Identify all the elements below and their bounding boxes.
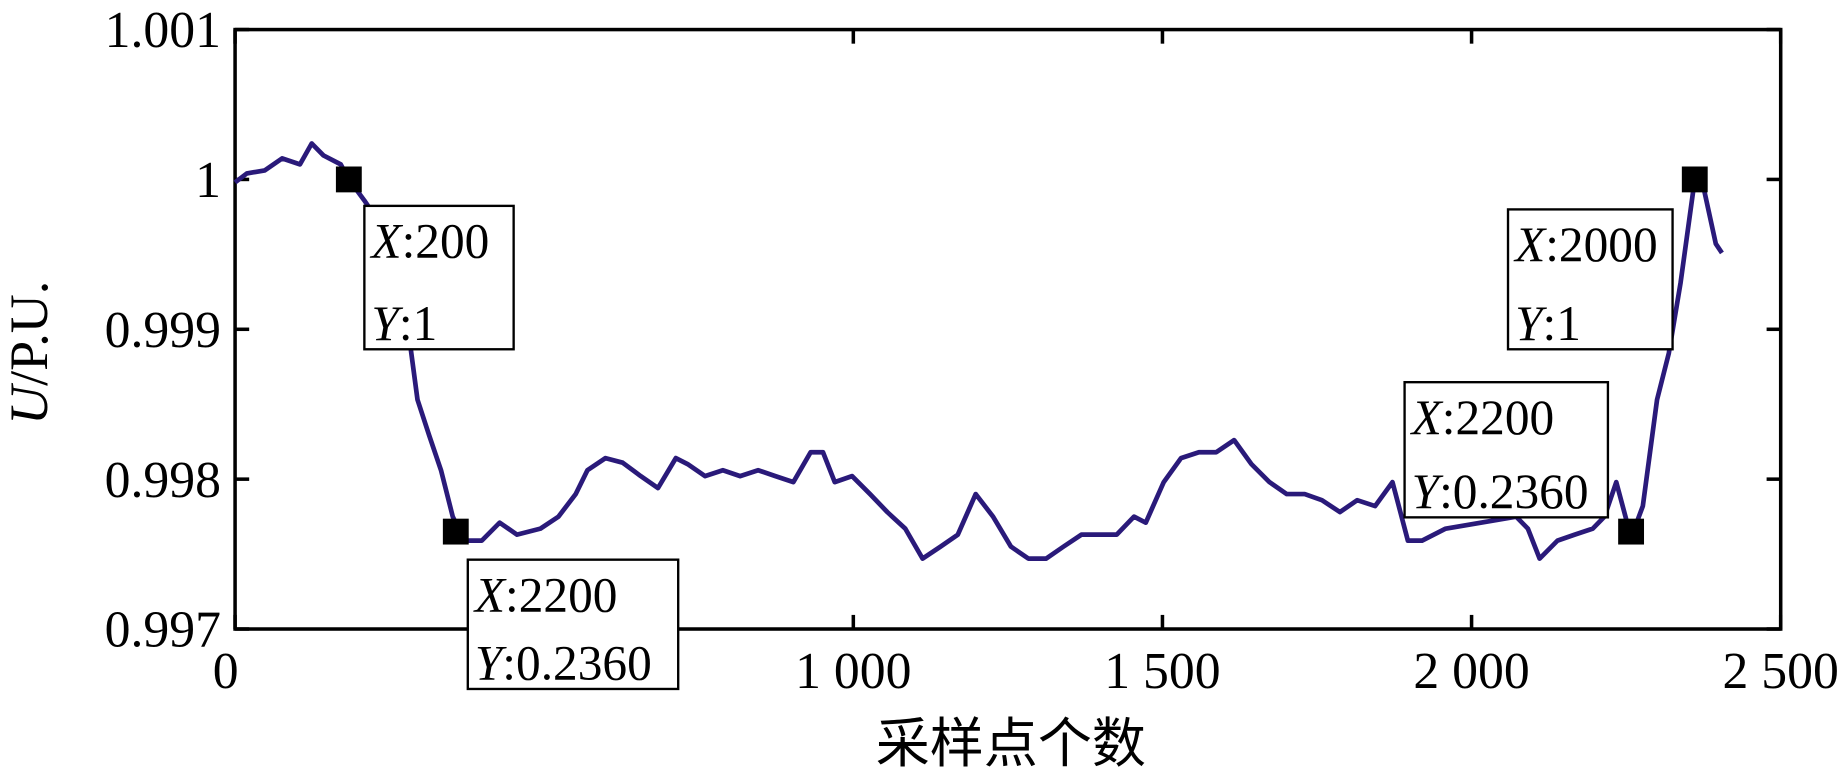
datatip-marker	[335, 166, 362, 193]
datatip-text-part: Y	[1412, 464, 1444, 519]
datatip-text-part: X	[1410, 390, 1444, 445]
y-axis-label-part: U	[0, 383, 59, 425]
datatip-text: Y:0.2360	[1412, 464, 1589, 519]
datatip-text: X:2200	[473, 567, 618, 622]
y-tick-label: 1.001	[105, 2, 221, 59]
datatip-marker	[1681, 166, 1708, 193]
y-tick-label: 0.997	[105, 602, 221, 659]
datatip-text-part: Y	[475, 636, 507, 691]
y-axis-label-part: /P.U.	[0, 281, 59, 386]
datatip-text-part: :200	[402, 214, 490, 269]
y-tick-label: 0.999	[105, 302, 221, 359]
datatip-text-part: :0.2360	[502, 636, 651, 691]
datatip-marker	[442, 518, 469, 545]
datatip-text-part: X	[473, 567, 507, 622]
datatip-text: Y:0.2360	[475, 636, 652, 691]
x-axis-label: 采样点个数	[876, 714, 1146, 774]
datatip-text: X:2200	[1410, 390, 1555, 445]
x-tick-label: 1 000	[795, 643, 911, 700]
datatip-text-part: :1	[399, 296, 437, 351]
datatip-text-part: :2000	[1545, 217, 1657, 272]
y-tick-label: 0.998	[105, 452, 221, 509]
datatip-text-part: :0.2360	[1439, 464, 1588, 519]
datatip-text-part: :2200	[1442, 390, 1554, 445]
datatip-box	[466, 558, 680, 691]
datatip-text-part: :1	[1543, 296, 1581, 351]
datatip-box	[1403, 381, 1610, 519]
datatip-text: X:200	[369, 214, 489, 269]
x-tick-label: 1 500	[1104, 643, 1220, 700]
datatip-text: Y:1	[1515, 296, 1581, 351]
y-tick-label: 1	[195, 152, 221, 209]
datatip-box	[1506, 208, 1674, 351]
datatip-text: Y:1	[371, 296, 437, 351]
x-tick-label: 0	[213, 643, 239, 700]
x-tick-label: 2 000	[1413, 643, 1529, 700]
datatip-text-part: Y	[371, 296, 403, 351]
datatip-text-part: X	[369, 214, 403, 269]
datatip-marker	[1618, 518, 1645, 545]
datatip-text-part: :2200	[505, 567, 617, 622]
datatip-text-part: X	[1513, 217, 1547, 272]
datatip-box	[363, 204, 515, 351]
datatip-text-part: Y	[1515, 296, 1547, 351]
y-axis-label: U/P.U.	[0, 281, 59, 425]
x-tick-label: 2 500	[1723, 643, 1839, 700]
datatip-text: X:2000	[1513, 217, 1658, 272]
